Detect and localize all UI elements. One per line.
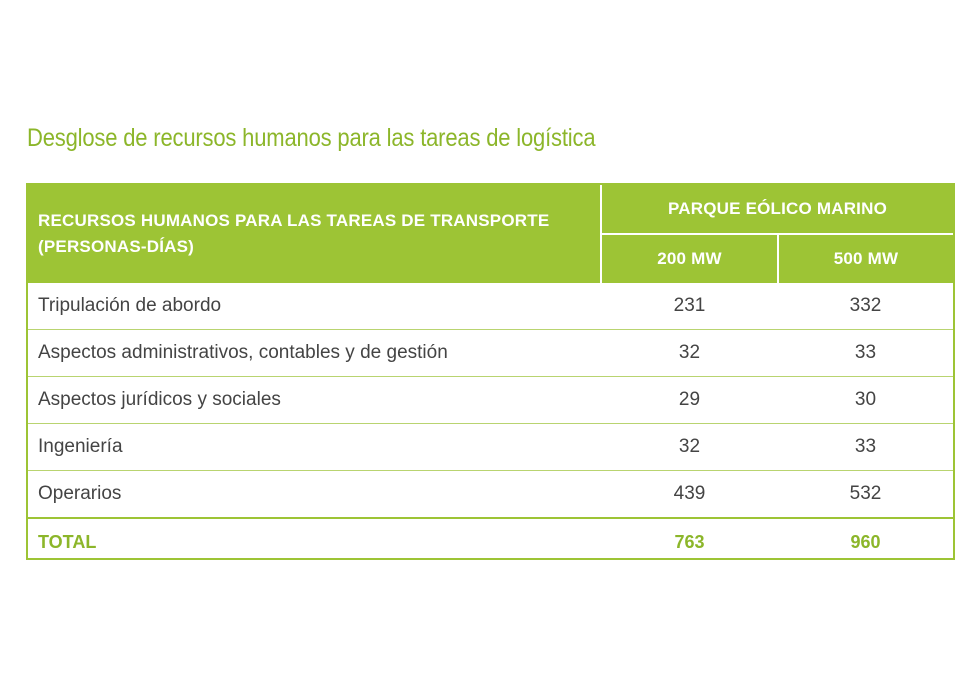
table-row: Ingeniería 32 33	[28, 423, 953, 471]
header-label: RECURSOS HUMANOS PARA LAS TAREAS DE TRAN…	[28, 185, 602, 283]
row-label: Tripulación de abordo	[28, 283, 601, 330]
row-label: Operarios	[28, 470, 601, 519]
table-row: Operarios 439 532	[28, 470, 953, 519]
row-value-500mw: 532	[778, 470, 953, 519]
total-label: TOTAL	[28, 517, 601, 565]
row-value-200mw: 29	[601, 376, 778, 424]
table-row: Aspectos jurídicos y sociales 29 30	[28, 376, 953, 424]
table-row: Tripulación de abordo 231 332	[28, 283, 953, 330]
row-value-200mw: 32	[601, 423, 778, 471]
page-title: Desglose de recursos humanos para las ta…	[27, 124, 596, 152]
row-value-500mw: 30	[778, 376, 953, 424]
header-200mw: 200 MW	[601, 234, 779, 283]
row-value-200mw: 231	[601, 283, 778, 330]
row-value-200mw: 439	[601, 470, 778, 519]
total-value-500mw: 960	[778, 517, 953, 565]
row-value-200mw: 32	[601, 329, 778, 377]
total-row: TOTAL 763 960	[28, 517, 953, 565]
header-500mw: 500 MW	[778, 234, 953, 283]
row-label: Aspectos administrativos, contables y de…	[28, 329, 601, 377]
logistics-table: RECURSOS HUMANOS PARA LAS TAREAS DE TRAN…	[26, 183, 955, 565]
row-value-500mw: 33	[778, 329, 953, 377]
total-value-200mw: 763	[601, 517, 778, 565]
header-group: PARQUE EÓLICO MARINO	[601, 185, 953, 235]
row-value-500mw: 33	[778, 423, 953, 471]
row-label: Ingeniería	[28, 423, 601, 471]
row-value-500mw: 332	[778, 283, 953, 330]
table-row: Aspectos administrativos, contables y de…	[28, 329, 953, 377]
row-label: Aspectos jurídicos y sociales	[28, 376, 601, 424]
